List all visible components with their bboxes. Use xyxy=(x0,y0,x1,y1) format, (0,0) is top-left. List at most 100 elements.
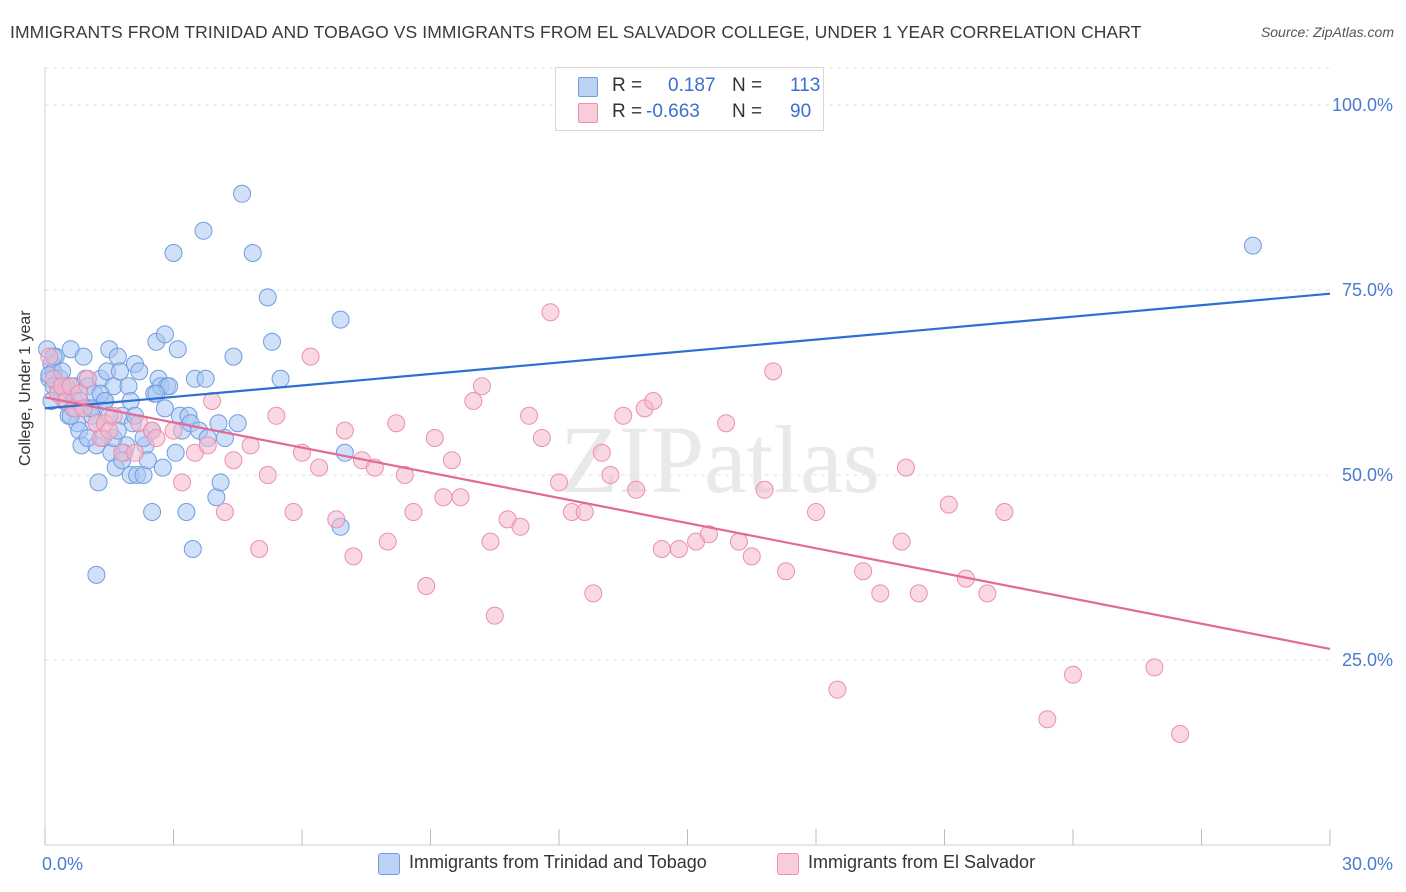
data-point xyxy=(909,584,928,603)
trend-layer xyxy=(44,292,1331,650)
data-point xyxy=(78,369,97,388)
data-point xyxy=(472,377,491,396)
data-point xyxy=(451,488,470,507)
data-point xyxy=(196,369,215,388)
data-point xyxy=(153,458,172,477)
data-point xyxy=(147,429,166,447)
r-label: R = xyxy=(612,101,643,122)
data-point xyxy=(327,510,346,529)
data-point xyxy=(764,362,783,381)
data-point xyxy=(207,488,226,507)
data-point xyxy=(614,406,633,425)
data-point xyxy=(250,540,269,558)
data-point xyxy=(417,577,436,595)
data-point xyxy=(40,347,59,366)
data-point xyxy=(164,244,183,262)
r-value: -0.663 xyxy=(646,101,700,122)
data-point xyxy=(344,547,363,566)
data-point xyxy=(155,399,174,418)
data-point xyxy=(892,532,911,551)
data-point xyxy=(464,392,483,410)
y-tick-label: 100.0% xyxy=(1332,95,1393,115)
data-point xyxy=(442,451,461,470)
data-point xyxy=(173,473,192,492)
data-point xyxy=(335,421,354,440)
chart-title: IMMIGRANTS FROM TRINIDAD AND TOBAGO VS I… xyxy=(10,22,1142,42)
data-point xyxy=(644,392,663,410)
data-point xyxy=(215,503,234,521)
data-point xyxy=(89,473,108,492)
tick-labels: 25.0% 50.0% 75.0% 100.0% 0.0% 30.0% xyxy=(42,95,1393,874)
n-label: N = xyxy=(732,101,763,122)
legend-swatch-pink xyxy=(578,103,598,123)
data-point xyxy=(284,503,303,521)
x-tick-label: 0.0% xyxy=(42,854,83,874)
data-point xyxy=(404,503,423,521)
data-point xyxy=(243,244,262,262)
data-point xyxy=(198,436,217,455)
data-point xyxy=(130,362,149,381)
series-layer xyxy=(38,184,1262,743)
data-point xyxy=(434,488,453,507)
data-point xyxy=(310,458,329,477)
bottom-legend-swatch-pink xyxy=(777,853,799,875)
data-point xyxy=(155,325,174,344)
data-point xyxy=(592,443,611,462)
data-point xyxy=(575,503,594,521)
data-point xyxy=(627,480,646,499)
data-point xyxy=(233,184,252,203)
data-point xyxy=(896,458,915,477)
data-point xyxy=(1064,665,1082,684)
data-point xyxy=(550,473,568,492)
series-elsalvador xyxy=(40,303,1190,743)
data-point xyxy=(755,480,774,499)
bottom-legend-label: Immigrants from El Salvador xyxy=(808,852,1036,872)
data-point xyxy=(481,532,500,551)
trend-line-elsalvador xyxy=(44,396,1331,650)
r-label: R = xyxy=(612,75,643,96)
data-point xyxy=(387,414,406,433)
data-point xyxy=(532,429,551,447)
data-point xyxy=(125,443,144,462)
data-point xyxy=(1171,725,1190,743)
r-value: 0.187 xyxy=(668,75,716,96)
data-point xyxy=(258,466,277,484)
data-point xyxy=(669,540,688,558)
legend-swatch-blue xyxy=(578,77,598,97)
data-point xyxy=(177,503,196,521)
data-point xyxy=(143,503,162,521)
data-point xyxy=(584,584,603,603)
data-point xyxy=(729,532,748,551)
data-point xyxy=(828,680,847,699)
data-point xyxy=(100,421,119,440)
data-point xyxy=(717,414,736,433)
data-point xyxy=(511,517,530,536)
x-tick-label: 30.0% xyxy=(1342,854,1393,874)
data-point xyxy=(939,495,958,514)
data-point xyxy=(166,443,185,462)
data-point xyxy=(777,562,796,581)
data-point xyxy=(194,221,213,240)
y-axis-label: College, Under 1 year xyxy=(17,310,34,466)
n-label: N = xyxy=(732,75,763,96)
data-point xyxy=(108,347,127,366)
data-point xyxy=(652,540,671,558)
bottom-legend-swatch-blue xyxy=(378,853,400,875)
source-label: Source: ZipAtlas.com xyxy=(1260,24,1394,40)
y-tick-label: 50.0% xyxy=(1342,465,1393,485)
data-point xyxy=(541,303,560,322)
data-point xyxy=(301,347,320,366)
data-point xyxy=(331,310,350,329)
data-point xyxy=(134,466,153,484)
data-point xyxy=(224,451,243,470)
data-point xyxy=(74,399,93,418)
stats-legend: R = 0.187 N = 113 R = -0.663 N = 90 xyxy=(555,67,824,131)
data-point xyxy=(87,565,106,584)
data-point xyxy=(263,332,282,351)
data-point xyxy=(742,547,761,566)
data-point xyxy=(110,362,129,381)
trend-line-trinidad xyxy=(44,292,1331,410)
data-point xyxy=(871,584,890,603)
data-point xyxy=(395,466,414,484)
data-point xyxy=(335,443,354,462)
